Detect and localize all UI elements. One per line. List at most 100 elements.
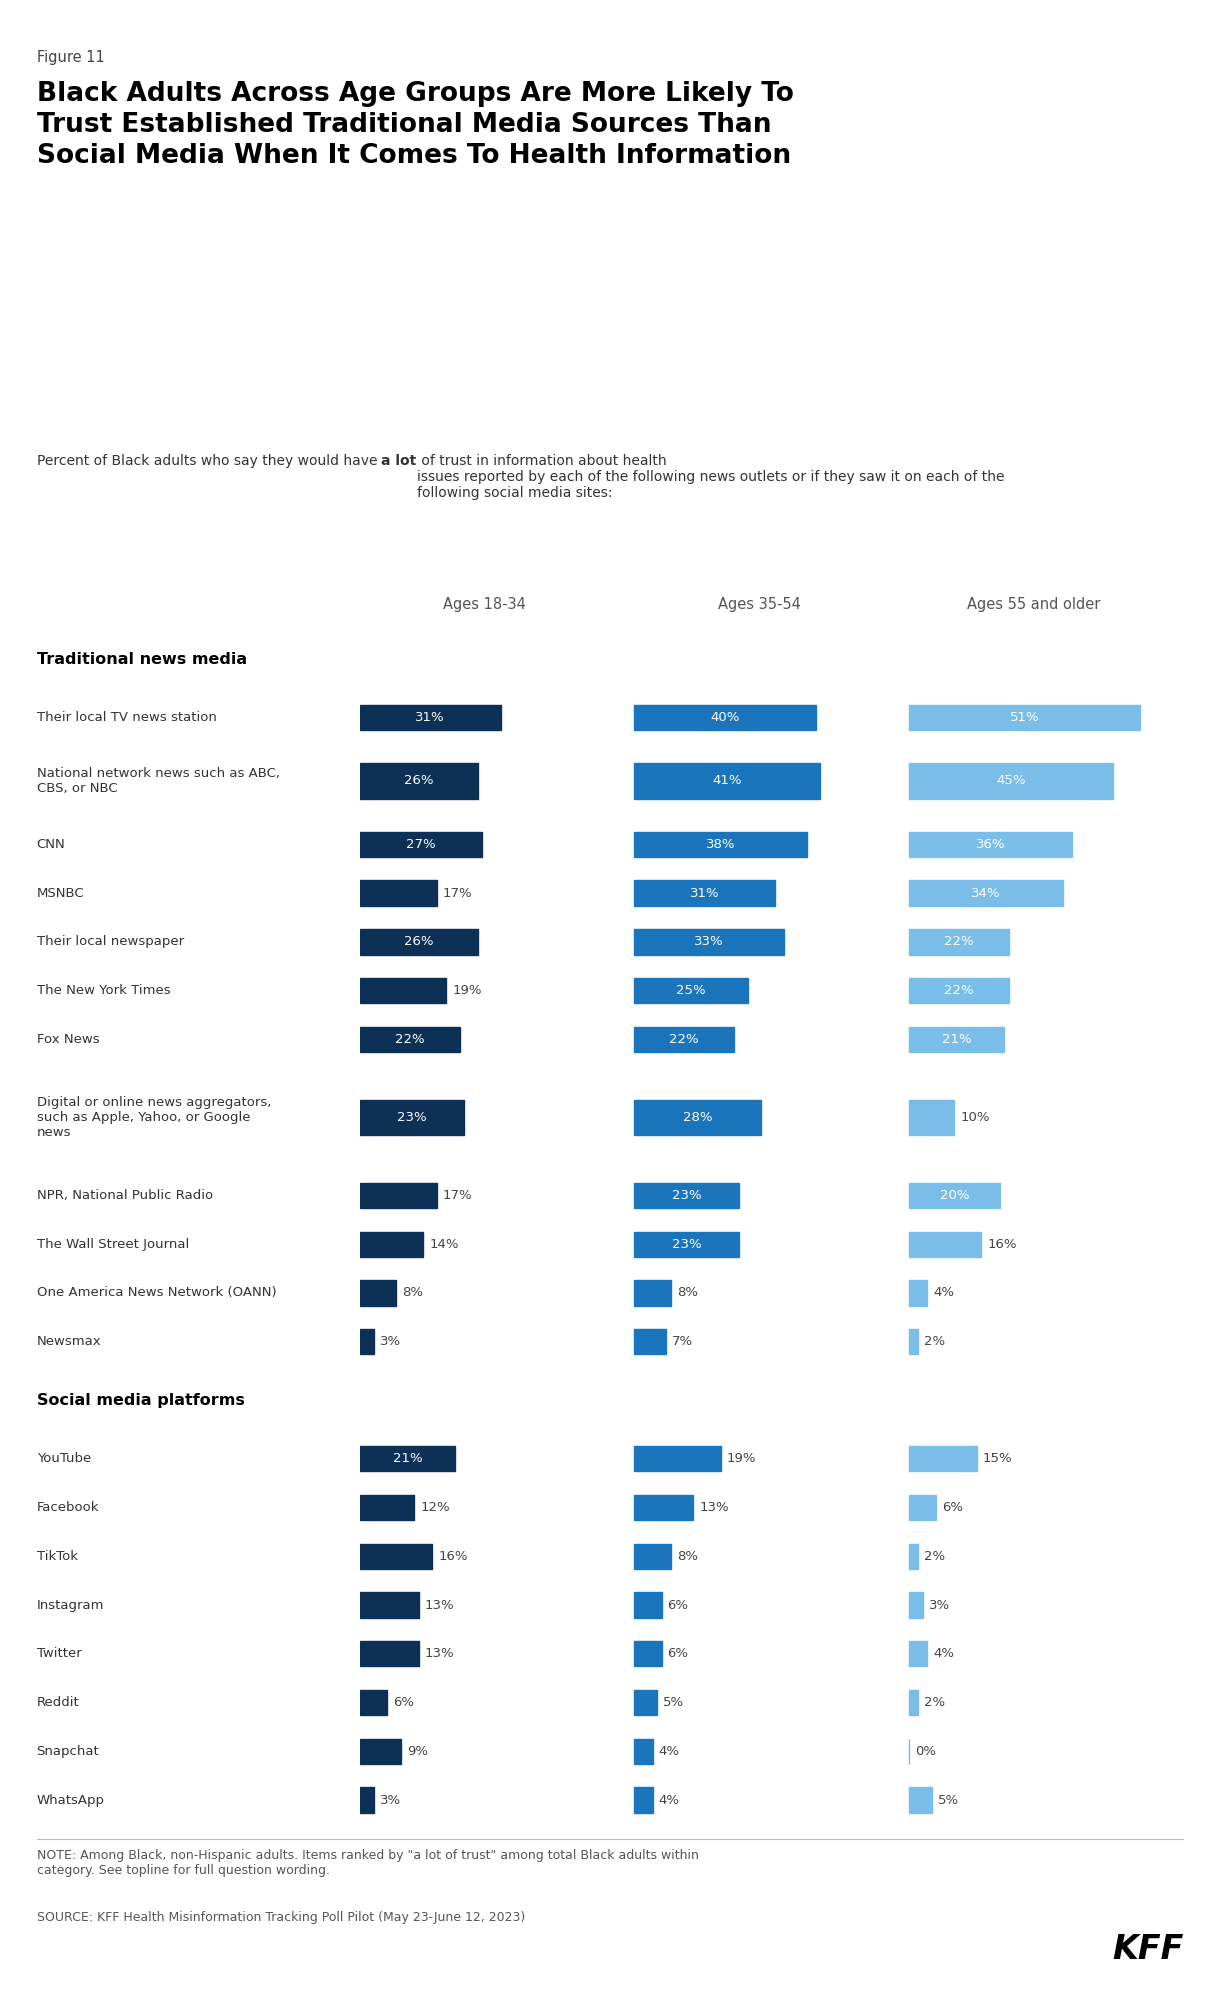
Bar (634, 706, 816, 730)
Text: 22%: 22% (944, 984, 974, 998)
Bar (634, 1544, 671, 1568)
Bar (634, 1494, 693, 1520)
Text: 17%: 17% (443, 1189, 472, 1202)
Text: 21%: 21% (393, 1452, 422, 1466)
Text: 16%: 16% (987, 1238, 1017, 1250)
Text: Facebook: Facebook (37, 1502, 99, 1514)
Text: Black Adults Across Age Groups Are More Likely To
Trust Established Traditional : Black Adults Across Age Groups Are More … (37, 81, 793, 169)
Text: Figure 11: Figure 11 (37, 50, 105, 65)
Text: 23%: 23% (672, 1189, 701, 1202)
Bar (634, 833, 806, 857)
Bar (634, 1101, 761, 1135)
Text: Their local TV news station: Their local TV news station (37, 712, 216, 724)
Text: National network news such as ABC,
CBS, or NBC: National network news such as ABC, CBS, … (37, 766, 279, 794)
Bar (360, 929, 478, 956)
Bar (360, 1232, 423, 1256)
Text: Their local newspaper: Their local newspaper (37, 935, 184, 948)
Text: 16%: 16% (438, 1550, 468, 1562)
Text: 6%: 6% (393, 1695, 414, 1710)
Bar (360, 1445, 455, 1472)
Text: 51%: 51% (1010, 712, 1039, 724)
Bar (360, 881, 437, 905)
Text: 34%: 34% (971, 887, 1000, 899)
Text: 25%: 25% (676, 984, 706, 998)
Text: KFF: KFF (1111, 1933, 1183, 1966)
Bar (909, 1593, 922, 1617)
Bar (909, 1641, 927, 1667)
Text: NOTE: Among Black, non-Hispanic adults. Items ranked by "a lot of trust" among t: NOTE: Among Black, non-Hispanic adults. … (37, 1849, 699, 1877)
Text: Digital or online news aggregators,
such as Apple, Yahoo, or Google
news: Digital or online news aggregators, such… (37, 1097, 271, 1139)
Bar (360, 1101, 465, 1135)
Text: 26%: 26% (404, 935, 433, 948)
Text: 3%: 3% (379, 1794, 400, 1806)
Bar (909, 1329, 917, 1355)
Text: 8%: 8% (677, 1550, 698, 1562)
Bar (360, 1641, 418, 1667)
Bar (634, 1445, 721, 1472)
Bar (360, 1593, 418, 1617)
Text: 6%: 6% (667, 1599, 688, 1611)
Text: CNN: CNN (37, 839, 66, 851)
Text: 8%: 8% (677, 1286, 698, 1300)
Text: Ages 18-34: Ages 18-34 (443, 597, 526, 613)
Text: 4%: 4% (933, 1286, 954, 1300)
Text: 33%: 33% (694, 935, 725, 948)
Text: 20%: 20% (939, 1189, 969, 1202)
Text: NPR, National Public Radio: NPR, National Public Radio (37, 1189, 212, 1202)
Bar (909, 1280, 927, 1306)
Bar (360, 1544, 433, 1568)
Bar (634, 1329, 666, 1355)
Text: Fox News: Fox News (37, 1032, 99, 1046)
Text: 2%: 2% (924, 1550, 946, 1562)
Text: 5%: 5% (938, 1794, 959, 1806)
Text: 0%: 0% (915, 1744, 936, 1758)
Text: 26%: 26% (404, 774, 433, 788)
Bar (360, 833, 482, 857)
Text: Twitter: Twitter (37, 1647, 82, 1661)
Text: 10%: 10% (960, 1111, 989, 1125)
Text: 19%: 19% (453, 984, 482, 998)
Bar (909, 1494, 936, 1520)
Text: The New York Times: The New York Times (37, 984, 171, 998)
Bar (634, 978, 748, 1004)
Bar (634, 1280, 671, 1306)
Text: 38%: 38% (706, 839, 736, 851)
Text: 23%: 23% (672, 1238, 701, 1250)
Text: 13%: 13% (699, 1502, 730, 1514)
Text: 7%: 7% (672, 1335, 693, 1349)
Text: 19%: 19% (727, 1452, 756, 1466)
Bar (634, 929, 784, 956)
Text: 27%: 27% (406, 839, 436, 851)
Text: One America News Network (OANN): One America News Network (OANN) (37, 1286, 276, 1300)
Text: a lot: a lot (382, 454, 417, 468)
Text: 13%: 13% (425, 1647, 455, 1661)
Text: 14%: 14% (429, 1238, 459, 1250)
Text: 40%: 40% (710, 712, 739, 724)
Text: 45%: 45% (997, 774, 1026, 788)
Text: 2%: 2% (924, 1695, 946, 1710)
Text: WhatsApp: WhatsApp (37, 1794, 105, 1806)
Bar (634, 1641, 661, 1667)
Bar (909, 764, 1113, 798)
Text: Ages 35-54: Ages 35-54 (717, 597, 800, 613)
Bar (909, 881, 1063, 905)
Bar (360, 706, 500, 730)
Text: 17%: 17% (443, 887, 472, 899)
Text: Social media platforms: Social media platforms (37, 1393, 244, 1407)
Text: 21%: 21% (942, 1032, 971, 1046)
Bar (909, 1232, 982, 1256)
Bar (360, 1183, 437, 1208)
Bar (909, 1101, 954, 1135)
Text: Newsmax: Newsmax (37, 1335, 101, 1349)
Text: YouTube: YouTube (37, 1452, 90, 1466)
Text: 9%: 9% (406, 1744, 428, 1758)
Text: Traditional news media: Traditional news media (37, 651, 246, 667)
Bar (360, 1494, 415, 1520)
Text: 23%: 23% (398, 1111, 427, 1125)
Bar (909, 833, 1072, 857)
Bar (909, 706, 1141, 730)
Bar (909, 1183, 999, 1208)
Bar (360, 1738, 400, 1764)
Text: 31%: 31% (416, 712, 445, 724)
Bar (360, 764, 478, 798)
